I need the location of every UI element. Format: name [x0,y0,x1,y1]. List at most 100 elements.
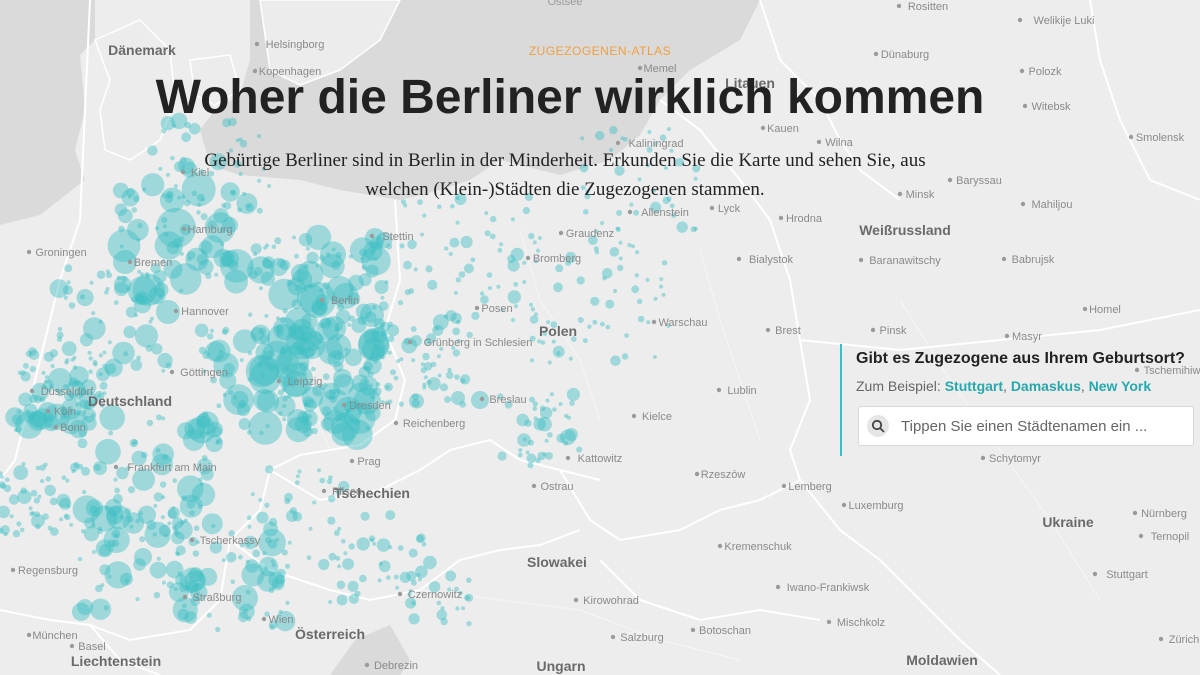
origin-bubble[interactable] [156,300,180,324]
origin-bubble[interactable] [106,505,131,530]
origin-bubble[interactable] [275,316,280,321]
origin-bubble[interactable] [545,398,550,403]
origin-bubble[interactable] [471,391,489,409]
origin-bubble[interactable] [153,270,167,284]
origin-bubble[interactable] [530,307,536,312]
example-link-new-york[interactable]: New York [1088,378,1152,394]
origin-bubble[interactable] [484,211,489,216]
origin-bubble[interactable] [37,494,42,499]
origin-bubble[interactable] [162,454,169,460]
origin-bubble[interactable] [108,430,114,436]
origin-bubble[interactable] [228,530,235,537]
origin-bubble[interactable] [230,258,235,263]
origin-bubble[interactable] [20,370,26,376]
origin-bubble[interactable] [507,259,520,272]
origin-bubble[interactable] [445,570,457,582]
origin-bubble[interactable] [69,408,74,413]
origin-bubble[interactable] [201,513,223,535]
origin-bubble[interactable] [153,591,161,599]
origin-bubble[interactable] [47,525,53,531]
origin-bubble[interactable] [123,325,136,339]
origin-bubble[interactable] [569,400,575,406]
origin-bubble[interactable] [147,145,158,156]
origin-bubble[interactable] [114,203,128,216]
origin-bubble[interactable] [295,474,300,479]
origin-bubble[interactable] [303,398,317,412]
origin-bubble[interactable] [74,380,81,387]
origin-bubble[interactable] [104,290,109,295]
origin-bubble[interactable] [59,517,64,522]
origin-bubble[interactable] [165,194,174,204]
origin-bubble[interactable] [300,347,305,352]
origin-bubble[interactable] [564,413,569,419]
origin-bubble[interactable] [264,313,269,318]
origin-bubble[interactable] [422,382,427,387]
origin-bubble[interactable] [600,220,605,226]
origin-bubble[interactable] [257,178,262,183]
origin-bubble[interactable] [194,583,200,589]
origin-bubble[interactable] [49,279,69,298]
origin-bubble[interactable] [551,339,556,344]
origin-bubble[interactable] [335,489,342,495]
origin-bubble[interactable] [274,574,285,585]
origin-bubble[interactable] [131,450,147,466]
origin-bubble[interactable] [348,254,353,259]
origin-bubble[interactable] [427,279,438,290]
origin-bubble[interactable] [418,577,422,582]
origin-bubble[interactable] [497,247,503,253]
origin-bubble[interactable] [89,505,99,514]
origin-bubble[interactable] [564,428,578,441]
origin-bubble[interactable] [546,320,551,325]
origin-bubble[interactable] [602,268,613,279]
origin-bubble[interactable] [600,321,605,327]
origin-bubble[interactable] [177,422,195,440]
origin-bubble[interactable] [20,487,28,495]
origin-bubble[interactable] [179,251,184,256]
origin-bubble[interactable] [338,480,350,493]
origin-bubble[interactable] [97,393,102,398]
origin-bubble[interactable] [158,524,171,537]
origin-bubble[interactable] [206,612,212,618]
origin-bubble[interactable] [380,323,385,328]
origin-bubble[interactable] [145,274,150,279]
origin-bubble[interactable] [247,256,275,284]
origin-bubble[interactable] [279,259,291,271]
origin-bubble[interactable] [230,190,236,195]
origin-bubble[interactable] [178,236,185,242]
origin-bubble[interactable] [267,323,298,354]
origin-bubble[interactable] [424,339,431,346]
origin-bubble[interactable] [177,195,182,200]
origin-bubble[interactable] [192,550,200,557]
origin-bubble[interactable] [245,559,250,564]
origin-bubble[interactable] [271,563,276,568]
origin-bubble[interactable] [253,252,258,257]
origin-bubble[interactable] [633,209,640,216]
origin-bubble[interactable] [349,237,376,264]
origin-bubble[interactable] [281,345,286,351]
origin-bubble[interactable] [13,465,29,480]
origin-bubble[interactable] [370,237,384,251]
origin-bubble[interactable] [222,118,232,128]
origin-bubble[interactable] [661,260,668,266]
origin-bubble[interactable] [397,545,404,551]
origin-bubble[interactable] [77,438,88,449]
origin-bubble[interactable] [201,197,205,202]
origin-bubble[interactable] [204,212,236,244]
origin-bubble[interactable] [326,478,333,485]
origin-bubble[interactable] [423,362,433,371]
origin-bubble[interactable] [262,256,276,269]
origin-bubble[interactable] [92,359,98,365]
origin-bubble[interactable] [405,597,417,609]
origin-bubble[interactable] [355,303,372,320]
origin-bubble[interactable] [133,195,140,202]
origin-bubble[interactable] [533,416,538,421]
origin-bubble[interactable] [154,226,160,231]
origin-bubble[interactable] [81,415,97,431]
origin-bubble[interactable] [374,280,389,294]
origin-bubble[interactable] [612,288,618,294]
origin-bubble[interactable] [157,282,162,287]
origin-bubble[interactable] [351,374,370,393]
origin-bubble[interactable] [221,203,226,208]
origin-bubble[interactable] [215,626,221,633]
origin-bubble[interactable] [262,551,267,556]
